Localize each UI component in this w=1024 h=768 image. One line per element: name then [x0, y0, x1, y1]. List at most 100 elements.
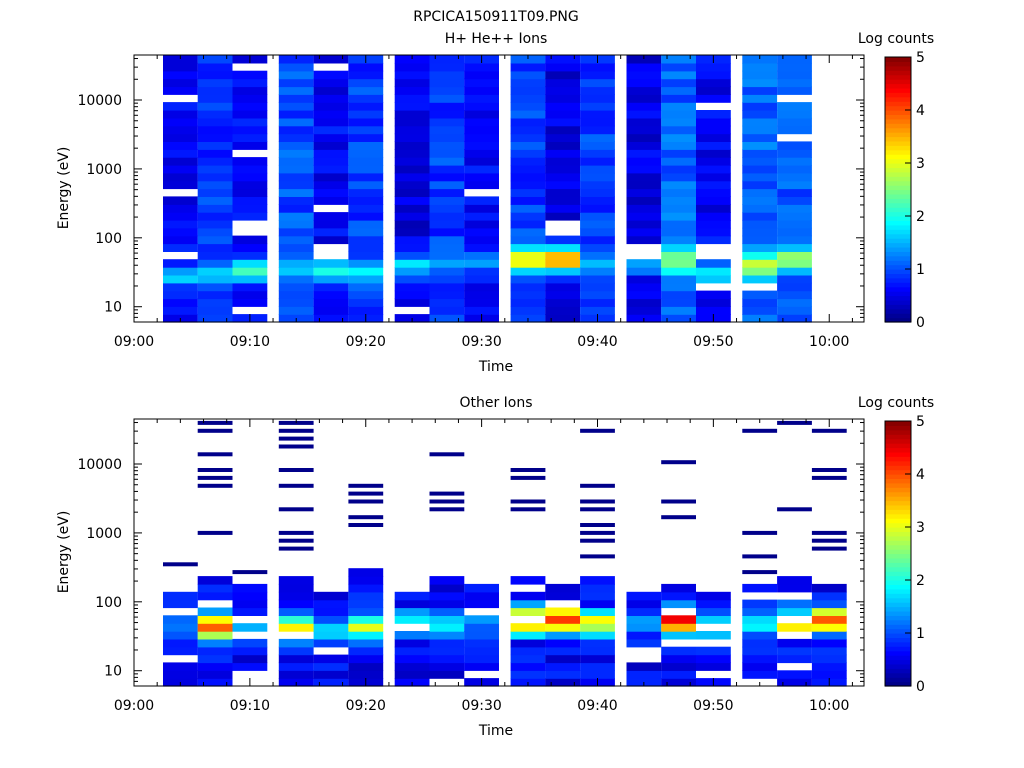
heatmap-cell [626, 86, 662, 95]
heatmap-cell [510, 125, 546, 135]
heatmap-cell [429, 157, 465, 166]
heatmap-cell [661, 78, 696, 88]
heatmap-cell [580, 141, 615, 150]
heatmap-cell [696, 219, 731, 229]
heatmap-cell [394, 615, 430, 624]
heatmap-cell [313, 110, 349, 119]
x-tick-label: 09:30 [461, 334, 501, 350]
heatmap-cell [348, 212, 384, 221]
heatmap-cell [429, 591, 465, 601]
heatmap-cell [464, 631, 499, 640]
heatmap-cell [464, 212, 499, 221]
heatmap-cell [510, 290, 546, 300]
heatmap-cell [464, 204, 499, 213]
heatmap-cell [777, 583, 812, 593]
heatmap-cell [580, 267, 615, 276]
heatmap-cell [510, 267, 546, 276]
heatmap-cell [348, 607, 384, 616]
colorbar-segment [885, 646, 911, 652]
colorbar-segment [885, 518, 911, 524]
heatmap-cell [777, 420, 812, 425]
heatmap-cell [313, 196, 349, 205]
heatmap-cell [661, 460, 696, 465]
heatmap-cell [163, 125, 198, 135]
heatmap-cell [394, 188, 430, 197]
heatmap-cell [510, 499, 546, 504]
heatmap-cell [163, 219, 198, 229]
colorbar-segment [885, 308, 911, 314]
heatmap-cell [197, 314, 233, 323]
heatmap-cell [580, 219, 615, 229]
heatmap-cell [313, 94, 349, 103]
heatmap-cell [429, 670, 465, 679]
heatmap-cell [464, 662, 499, 671]
heatmap-cell [348, 94, 384, 103]
heatmap-cell [811, 591, 847, 601]
heatmap-cell [510, 196, 546, 205]
heatmap-cell [313, 654, 349, 664]
heatmap-cell [464, 149, 499, 158]
heatmap-cell [278, 180, 314, 190]
heatmap-cell [696, 615, 731, 624]
heatmap-cell [626, 259, 662, 268]
heatmap-cell [777, 117, 812, 127]
colorbar-segment [885, 633, 911, 638]
heatmap-cell [661, 227, 696, 237]
heatmap-cell [163, 117, 198, 127]
heatmap-cell [348, 298, 384, 307]
heatmap-cell [394, 164, 430, 174]
heatmap-cell [661, 623, 696, 632]
heatmap-cell [313, 631, 349, 640]
heatmap-cell [313, 607, 349, 616]
heatmap-cell [313, 615, 349, 624]
heatmap-cell [742, 243, 778, 252]
heatmap-cell [197, 157, 233, 166]
heatmap-cell [163, 172, 198, 182]
colorbar-segment [885, 575, 911, 581]
colorbar-segment [885, 540, 911, 546]
heatmap-cell [464, 243, 499, 252]
colorbar-segment [885, 655, 911, 661]
heatmap-cell [661, 117, 696, 127]
heatmap-cell [348, 70, 384, 80]
heatmap-cell [313, 157, 349, 166]
colorbar-segment [885, 460, 911, 466]
x-tick-label: 09:40 [577, 698, 617, 714]
heatmap-cell [510, 117, 546, 127]
heatmap-cell [429, 102, 465, 111]
heatmap-cell [777, 314, 812, 323]
heatmap-cell [661, 615, 696, 624]
colorbar-segment [885, 87, 911, 93]
heatmap-cell [394, 298, 430, 307]
heatmap-cell [197, 212, 233, 221]
heatmap-cell [429, 274, 465, 284]
heatmap-cell [429, 55, 465, 64]
heatmap-cell [696, 607, 731, 616]
heatmap-cell [313, 290, 349, 300]
heatmap-cell [278, 662, 314, 671]
colorbar-segment [885, 531, 911, 537]
colorbar-segment [885, 105, 911, 111]
heatmap-cell [580, 196, 615, 205]
heatmap-cell [394, 157, 430, 166]
heatmap-cell [777, 274, 812, 284]
heatmap-cell [394, 86, 430, 95]
heatmap-cell [232, 251, 268, 260]
heatmap-cell [811, 623, 847, 632]
heatmap-cell [661, 62, 696, 72]
heatmap-cell [661, 259, 696, 268]
colorbar-segment [885, 429, 911, 435]
heatmap-cell [394, 204, 430, 213]
heatmap-cell [232, 110, 268, 119]
heatmap-cell [429, 62, 465, 72]
colorbar-segment [885, 610, 911, 616]
heatmap-cell [394, 599, 430, 609]
heatmap-cell [742, 646, 778, 656]
heatmap-cell [464, 654, 499, 664]
heatmap-cell [197, 530, 233, 535]
heatmap-cell [626, 267, 662, 276]
heatmap-cell [313, 70, 349, 80]
colorbar-segment [885, 615, 911, 621]
heatmap-cell [163, 235, 198, 245]
